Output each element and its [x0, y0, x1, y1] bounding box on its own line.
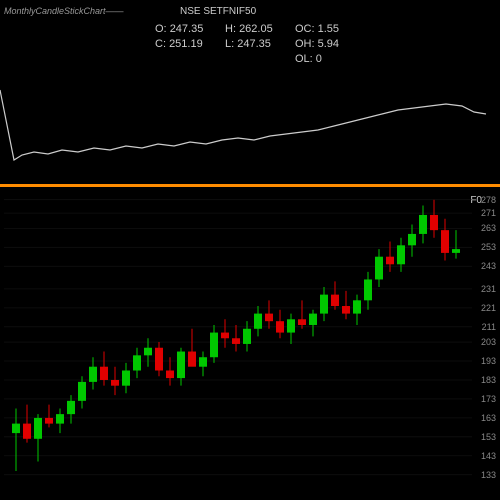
candle [254, 314, 262, 329]
candle [364, 279, 372, 300]
y-axis-label: 253 [481, 242, 496, 252]
candle [210, 333, 218, 358]
candle [452, 249, 460, 253]
candle [309, 314, 317, 325]
candle [56, 414, 64, 423]
y-axis-label: 243 [481, 261, 496, 271]
candle [100, 367, 108, 380]
candle [320, 295, 328, 314]
candle [232, 338, 240, 344]
candle [430, 215, 438, 230]
low-value: L: 247.35 [225, 37, 295, 52]
candle [331, 295, 339, 306]
y-axis-label: 173 [481, 394, 496, 404]
candle [12, 424, 20, 433]
y-axis-label: 143 [481, 451, 496, 461]
candle [78, 382, 86, 401]
candle [45, 418, 53, 424]
candle [386, 257, 394, 265]
candle [375, 257, 383, 280]
candle [111, 380, 119, 386]
candle [287, 319, 295, 332]
chart-type-label: MonthlyCandleStickChart—— [4, 6, 124, 16]
candlestick-chart: 278 271 263 253 243 231 221 211 203 193 183 173 163 1… [0, 190, 500, 500]
candle [276, 321, 284, 332]
y-axis-label: 263 [481, 223, 496, 233]
y-axis-label: 183 [481, 375, 496, 385]
candle [177, 352, 185, 379]
candle [166, 371, 174, 379]
high-value: H: 262.05 [225, 22, 295, 37]
candle [144, 348, 152, 356]
candle [34, 418, 42, 439]
candle [221, 333, 229, 339]
y-axis-label: 231 [481, 284, 496, 294]
open-value: O: 247.35 [155, 22, 225, 37]
candle [353, 300, 361, 313]
candle [23, 424, 31, 439]
candle [188, 352, 196, 367]
close-value: C: 251.19 [155, 37, 225, 52]
y-axis-label: 203 [481, 337, 496, 347]
candle [133, 355, 141, 370]
candle [243, 329, 251, 344]
y-axis-label: 211 [482, 322, 496, 332]
oh-value: OH: 5.94 [295, 37, 355, 52]
candle [298, 319, 306, 325]
oc-value: OC: 1.55 [295, 22, 355, 37]
candle [342, 306, 350, 314]
candle [199, 357, 207, 366]
candle [122, 371, 130, 386]
y-axis-label: 271 [481, 208, 496, 218]
y-axis-label: 278 [481, 195, 496, 205]
candle [441, 230, 449, 253]
candle [265, 314, 273, 322]
symbol-label: NSE SETFNIF50 [180, 6, 256, 17]
y-axis-label: 153 [481, 432, 496, 442]
candle [155, 348, 163, 371]
candle [67, 401, 75, 414]
candle [397, 245, 405, 264]
y-axis-label: 133 [481, 470, 496, 480]
y-axis-label: 193 [481, 356, 496, 366]
y-axis-label: 221 [481, 303, 496, 313]
y-axis-label: 163 [481, 413, 496, 423]
candle [419, 215, 427, 234]
candle [89, 367, 97, 382]
overview-line-chart [0, 60, 500, 180]
candle [408, 234, 416, 245]
panel-divider [0, 184, 500, 187]
